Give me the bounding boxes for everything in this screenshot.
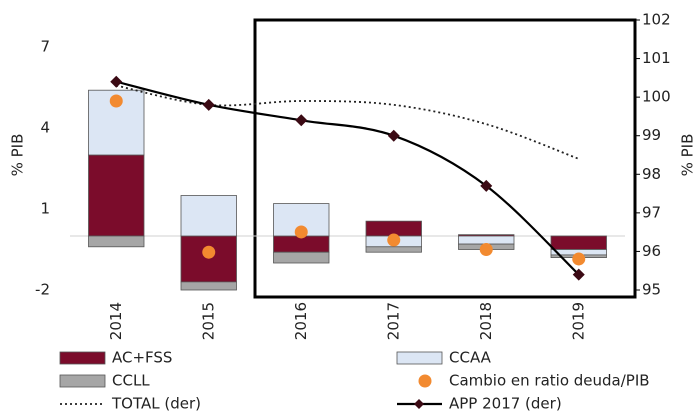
y-axis-label: % PIB bbox=[9, 134, 27, 177]
x-tick-label: 2019 bbox=[569, 302, 587, 340]
legend-label: CCAA bbox=[449, 349, 492, 367]
y-tick-label: 1 bbox=[40, 200, 50, 218]
bar bbox=[88, 235, 145, 248]
bar bbox=[88, 154, 145, 237]
y2-tick-label: 96 bbox=[642, 242, 661, 260]
legend-label: TOTAL (der) bbox=[111, 395, 201, 413]
y2-tick-label: 98 bbox=[642, 165, 661, 183]
y2-tick-label: 97 bbox=[642, 203, 661, 221]
legend-label: APP 2017 (der) bbox=[449, 395, 562, 413]
y2-tick-label: 95 bbox=[642, 281, 661, 299]
dot bbox=[202, 245, 216, 259]
y2-tick-label: 102 bbox=[642, 11, 671, 29]
dot bbox=[109, 94, 123, 108]
x-tick-label: 2015 bbox=[199, 302, 217, 340]
dot bbox=[294, 225, 308, 239]
line-marker bbox=[295, 114, 308, 127]
bar bbox=[180, 235, 237, 283]
legend-swatch bbox=[396, 351, 443, 365]
line-marker bbox=[202, 98, 215, 111]
x-tick-label: 2017 bbox=[384, 302, 402, 340]
dot bbox=[572, 252, 586, 266]
legend-label: Cambio en ratio deuda/PIB bbox=[449, 372, 650, 390]
dot bbox=[479, 243, 493, 256]
y-tick-label: 4 bbox=[40, 119, 50, 137]
y2-axis-label: % PIB bbox=[679, 134, 697, 177]
x-tick-label: 2014 bbox=[107, 302, 125, 340]
line-marker bbox=[387, 129, 400, 142]
y2-tick-label: 99 bbox=[642, 126, 661, 144]
line bbox=[116, 84, 580, 160]
legend-label: AC+FSS bbox=[112, 349, 172, 367]
legend-swatch bbox=[59, 374, 106, 388]
bar bbox=[550, 235, 607, 250]
y-tick-label: -2 bbox=[35, 281, 50, 299]
line-marker bbox=[110, 75, 123, 88]
y2-tick-label: 101 bbox=[642, 49, 671, 67]
highlight-box bbox=[253, 18, 637, 299]
y2-tick-label: 100 bbox=[642, 88, 671, 106]
line-marker bbox=[480, 179, 493, 192]
dot bbox=[387, 233, 401, 247]
legend-swatch bbox=[59, 351, 106, 365]
legend-swatch bbox=[418, 374, 432, 388]
bar bbox=[458, 235, 515, 245]
line-marker bbox=[572, 268, 585, 281]
bar bbox=[365, 246, 422, 253]
legend-swatch bbox=[414, 399, 424, 409]
legend-label: CCLL bbox=[112, 372, 150, 390]
y-tick-label: 7 bbox=[40, 38, 50, 56]
x-tick-label: 2018 bbox=[477, 302, 495, 340]
bar bbox=[180, 195, 237, 237]
bar bbox=[273, 251, 330, 264]
bar bbox=[180, 281, 237, 291]
x-tick-label: 2016 bbox=[292, 302, 310, 340]
